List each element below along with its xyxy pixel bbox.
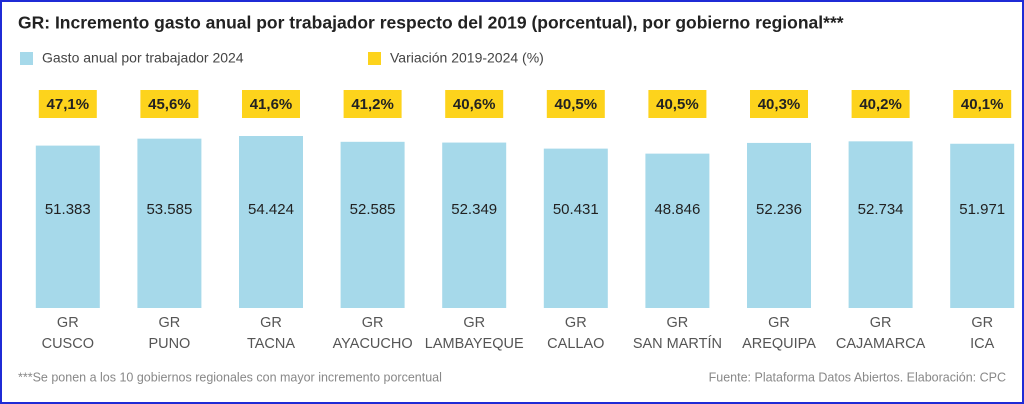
variation-label: 40,3% <box>758 96 801 113</box>
x-tick-line: GR <box>870 315 892 331</box>
variation-label: 40,5% <box>555 96 598 113</box>
x-tick-line: SAN MARTÍN <box>633 335 722 352</box>
variation-badge <box>343 90 402 118</box>
variation-badge <box>445 90 504 118</box>
bar-value-label: 51.383 <box>45 201 91 218</box>
bar <box>340 141 405 308</box>
bar-value-label: 52.236 <box>756 201 802 218</box>
bar-value-label: 48.846 <box>654 201 700 218</box>
x-tick-line: TACNA <box>247 336 295 352</box>
variation-label: 40,1% <box>961 96 1004 113</box>
variation-label: 45,6% <box>148 96 191 113</box>
x-tick-line: GR <box>565 315 587 331</box>
x-tick-label: GR CAJAMARCA <box>836 315 926 352</box>
x-tick-line: GR <box>57 315 79 331</box>
x-tick-line: GR <box>362 315 384 331</box>
bar-value-label: 52.585 <box>350 201 396 218</box>
legend-label: Variación 2019-2024 (%) <box>390 50 544 66</box>
x-tick-line: GR <box>463 315 485 331</box>
variation-label: 40,5% <box>656 96 699 113</box>
variation-badge <box>851 90 910 118</box>
bar <box>137 138 202 308</box>
variation-badge <box>242 90 300 118</box>
x-tick-line: PUNO <box>148 336 190 352</box>
variation-label: 47,1% <box>47 96 90 113</box>
x-tick-line: ICA <box>970 336 995 352</box>
legend-label: Gasto anual por trabajador 2024 <box>42 50 244 66</box>
bar <box>543 148 608 308</box>
x-tick-line: GR <box>667 315 689 331</box>
variation-label: 40,2% <box>859 96 902 113</box>
x-tick-label: GR AREQUIPA <box>742 315 816 352</box>
variation-badge <box>953 90 1012 118</box>
x-tick-label: GR PUNO <box>148 315 190 352</box>
source: Fuente: Plataforma Datos Abiertos. Elabo… <box>709 370 1006 384</box>
x-tick-line: GR <box>971 315 993 331</box>
x-tick-line: AYACUCHO <box>333 336 413 352</box>
x-tick-line: GR <box>768 315 790 331</box>
x-tick-line: GR <box>260 315 282 331</box>
variation-label: 41,6% <box>250 96 293 113</box>
variation-label: 40,6% <box>453 96 496 113</box>
x-tick-line: CUSCO <box>42 336 94 352</box>
bar-value-label: 53.585 <box>146 201 192 218</box>
bar <box>950 143 1015 308</box>
variation-badge <box>140 90 199 118</box>
bar <box>35 145 100 308</box>
bar <box>747 142 811 308</box>
x-tick-line: GR <box>159 315 181 331</box>
footnote: ***Se ponen a los 10 gobiernos regionale… <box>18 370 442 384</box>
bar <box>645 153 710 308</box>
bar-value-label: 52.734 <box>858 201 904 218</box>
variation-badge <box>546 90 605 118</box>
x-tick-label: GR SAN MARTÍN <box>633 315 722 352</box>
x-tick-line: CALLAO <box>547 336 604 352</box>
bar <box>442 142 507 308</box>
x-tick-label: GR TACNA <box>247 315 295 352</box>
bar-value-label: 54.424 <box>248 201 294 218</box>
bar-value-label: 51.971 <box>959 201 1005 218</box>
x-tick-label: GR ICA <box>970 315 995 352</box>
legend-swatch <box>20 52 33 65</box>
bar-value-label: 50.431 <box>553 201 599 218</box>
x-tick-line: LAMBAYEQUE <box>425 336 524 352</box>
variation-badge <box>648 90 707 118</box>
x-tick-label: GR AYACUCHO <box>333 315 413 352</box>
x-tick-label: GR CUSCO <box>42 315 94 352</box>
variation-badge <box>750 90 808 118</box>
chart-title: GR: Incremento gasto anual por trabajado… <box>18 13 844 33</box>
bar <box>239 136 303 308</box>
variation-badge <box>38 90 97 118</box>
bar <box>848 141 913 308</box>
x-tick-line: AREQUIPA <box>742 336 816 352</box>
bar-value-label: 52.349 <box>451 201 497 218</box>
x-tick-label: GR LAMBAYEQUE <box>425 315 524 352</box>
x-tick-label: GR CALLAO <box>547 315 604 352</box>
x-tick-line: CAJAMARCA <box>836 336 926 352</box>
legend-swatch <box>368 52 381 65</box>
variation-label: 41,2% <box>351 96 394 113</box>
